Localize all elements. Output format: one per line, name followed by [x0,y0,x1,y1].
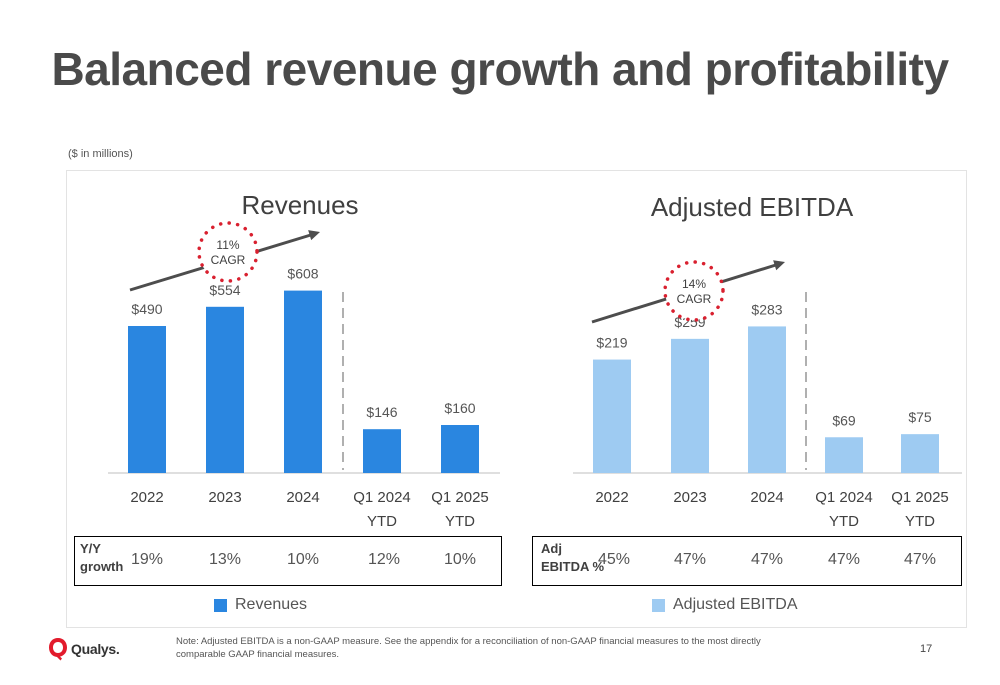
ebitda-cagr-text: CAGR [677,292,712,306]
qualys-logo-text: Qualys. [71,641,120,657]
qualys-logo-icon [49,638,67,661]
revenue-cagr-arrowhead [308,230,320,241]
revenue-category-label: Q1 2025 [431,489,489,506]
revenue-category-label: YTD [367,513,397,530]
revenue-cagr-badge [197,221,259,283]
revenue-bar [363,429,401,473]
revenue-value-label: $608 [287,266,318,282]
revenue-bar [206,306,244,473]
ebitda-margin-value: 47% [827,551,861,568]
ebitda-cagr-text: 14% [682,277,706,291]
units-note: ($ in millions) [68,148,133,160]
yy-growth-value: 10% [286,551,320,568]
yy-growth-value: 12% [367,551,401,568]
ebitda-category-label: YTD [905,513,935,530]
ebitda-bar [901,434,939,473]
revenue-bar [284,290,322,473]
page-number: 17 [920,643,933,655]
yy-growth-value: 13% [208,551,242,568]
revenue-cagr-text: CAGR [211,253,246,267]
ebitda-margin-value: 47% [750,551,784,568]
revenues-legend-swatch [214,598,227,612]
ebitda-value-label: $283 [751,301,782,317]
ebitda-legend: Adjusted EBITDA [652,596,798,614]
ebitda-category-label: Q1 2025 [891,489,949,506]
ebitda-bar [671,338,709,473]
revenues-chart: Revenues $490 2022 $554 2023 $608 2024 $146 Q1 2… [108,190,500,530]
yy-growth-value: 10% [443,551,477,568]
revenue-chart-title: Revenues [241,190,358,220]
ebitda-value-label: $75 [908,409,932,425]
yy-growth-label: Y/Y growth [80,541,124,574]
yy-growth-box [74,536,502,586]
ebitda-chart-title: Adjusted EBITDA [651,192,854,222]
ebitda-cagr-arrowhead [773,260,785,271]
revenue-cagr-text: 11% [216,238,239,252]
ebitda-bar [748,326,786,473]
ebitda-bar [593,359,631,473]
ebitda-legend-label: Adjusted EBITDA [673,596,798,613]
revenue-value-label: $146 [366,404,397,420]
revenue-category-label: 2022 [130,489,163,506]
ebitda-bar [825,437,863,473]
ebitda-category-label: 2023 [673,489,706,506]
ebitda-chart: Adjusted EBITDA$2192022$2592023$2832024$… [573,192,962,530]
ebitda-legend-swatch [652,598,665,612]
ebitda-margin-value: 47% [673,551,707,568]
revenue-value-label: $490 [131,301,162,317]
revenues-legend: Revenues [214,596,307,614]
revenue-bar [128,326,166,473]
ebitda-category-label: Q1 2024 [815,489,873,506]
ebitda-cagr-badge [663,260,725,322]
ebitda-margin-box [532,536,962,586]
ebitda-category-label: 2024 [750,489,783,506]
ebitda-margin-label: Adj EBITDA % [541,541,605,574]
page-title: Balanced revenue growth and profitabilit… [51,43,949,95]
revenue-bar [441,425,479,473]
revenue-category-label: YTD [445,513,475,530]
yy-growth-value: 19% [130,551,164,568]
revenue-category-label: Q1 2024 [353,489,411,506]
footnote: Note: Adjusted EBITDA is a non-GAAP meas… [176,636,761,660]
revenue-category-label: 2024 [286,489,319,506]
ebitda-category-label: 2022 [595,489,628,506]
ebitda-category-label: YTD [829,513,859,530]
ebitda-value-label: $69 [832,412,856,428]
ebitda-margin-value: 45% [597,551,631,568]
qualys-logo: Qualys. [48,637,120,661]
ebitda-value-label: $219 [596,335,627,351]
revenue-value-label: $554 [209,282,240,298]
ebitda-margin-value: 47% [903,551,937,568]
revenues-legend-label: Revenues [235,596,308,613]
revenue-value-label: $160 [444,400,475,416]
revenue-category-label: 2023 [208,489,241,506]
chart-panel [66,170,967,628]
